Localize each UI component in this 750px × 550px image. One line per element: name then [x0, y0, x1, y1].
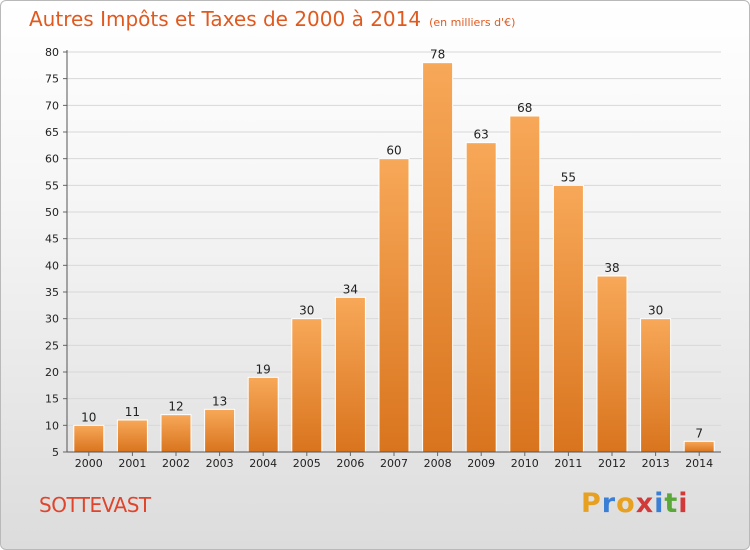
x-tick-label: 2007 [380, 457, 408, 470]
data-label: 30 [299, 304, 314, 318]
bars: 10 11 12 13 19 30 34 60 78 63 68 55 38 30 7 [73, 48, 715, 453]
data-label: 10 [81, 410, 96, 424]
chart-title: Autres Impôts et Taxes de 2000 à 2014 (en… [29, 7, 515, 31]
y-tick-label: 70 [45, 99, 59, 112]
bar [509, 115, 541, 453]
data-label: 13 [212, 394, 227, 408]
data-label: 19 [256, 362, 271, 376]
bar [552, 184, 584, 453]
y-tick-label: 80 [45, 46, 59, 59]
bar [640, 318, 672, 453]
x-tick-label: 2000 [75, 457, 103, 470]
x-tick-label: 2003 [206, 457, 234, 470]
logo-letter: r [601, 488, 617, 519]
logo-letter: t [664, 488, 679, 519]
y-tick-label: 15 [45, 393, 59, 406]
y-tick-label: 45 [45, 233, 59, 246]
x-tick-label: 2013 [642, 457, 670, 470]
x-tick-label: 2001 [118, 457, 146, 470]
location-name: SOTTEVAST [39, 493, 151, 517]
x-tick-label: 2005 [293, 457, 321, 470]
y-tick-label: 65 [45, 126, 59, 139]
data-label: 60 [386, 144, 401, 158]
chart-title-main: Autres Impôts et Taxes de 2000 à 2014 [29, 7, 422, 31]
bar [247, 376, 279, 453]
bar [596, 275, 628, 453]
data-label: 12 [168, 400, 183, 414]
data-label: 63 [474, 128, 489, 142]
bar [465, 142, 497, 453]
logo-letter: i [654, 488, 665, 519]
y-tick-label: 55 [45, 179, 59, 192]
bar [683, 440, 715, 453]
bar [422, 62, 454, 453]
y-tick-label: 25 [45, 339, 59, 352]
data-label: 7 [695, 426, 703, 440]
logo-letter: i [678, 488, 689, 519]
x-tick-label: 2011 [554, 457, 582, 470]
data-label: 38 [604, 261, 619, 275]
y-tick-label: 60 [45, 153, 59, 166]
bar [160, 414, 192, 453]
x-tick-label: 2009 [467, 457, 495, 470]
y-tick-label: 10 [45, 419, 59, 432]
bar [73, 424, 105, 453]
data-label: 30 [648, 304, 663, 318]
x-tick-label: 2008 [424, 457, 452, 470]
y-tick-label: 35 [45, 286, 59, 299]
x-axis: 2000 2001 2002 2003 2004 2005 2006 2007 2008 2009… [67, 451, 721, 470]
logo-letter: x [635, 488, 655, 519]
logo-letter: P [581, 488, 602, 519]
x-tick-label: 2006 [336, 457, 364, 470]
x-tick-label: 2004 [249, 457, 277, 470]
data-label: 34 [343, 282, 358, 296]
y-tick-label: 30 [45, 313, 59, 326]
y-tick-label: 5 [52, 446, 59, 459]
bar [204, 408, 236, 453]
y-tick-label: 75 [45, 73, 59, 86]
x-tick-label: 2012 [598, 457, 626, 470]
bar [291, 318, 323, 453]
x-tick-label: 2014 [685, 457, 713, 470]
bar [334, 296, 366, 453]
data-label: 78 [430, 48, 445, 62]
x-tick-label: 2002 [162, 457, 190, 470]
bar [378, 158, 410, 453]
chart-title-unit: (en milliers d'€) [429, 16, 516, 29]
data-label: 55 [561, 170, 576, 184]
data-label: 68 [517, 101, 532, 115]
y-axis: 5 10 15 20 25 30 35 40 45 50 55 60 65 70 75 80 [45, 46, 68, 459]
proxiti-logo: Proxiti [581, 488, 689, 519]
x-tick-label: 2010 [511, 457, 539, 470]
data-label: 11 [125, 405, 140, 419]
y-tick-label: 20 [45, 366, 59, 379]
y-tick-label: 40 [45, 259, 59, 272]
bar [116, 419, 148, 453]
y-tick-label: 50 [45, 206, 59, 219]
logo-letter: o [616, 488, 636, 519]
